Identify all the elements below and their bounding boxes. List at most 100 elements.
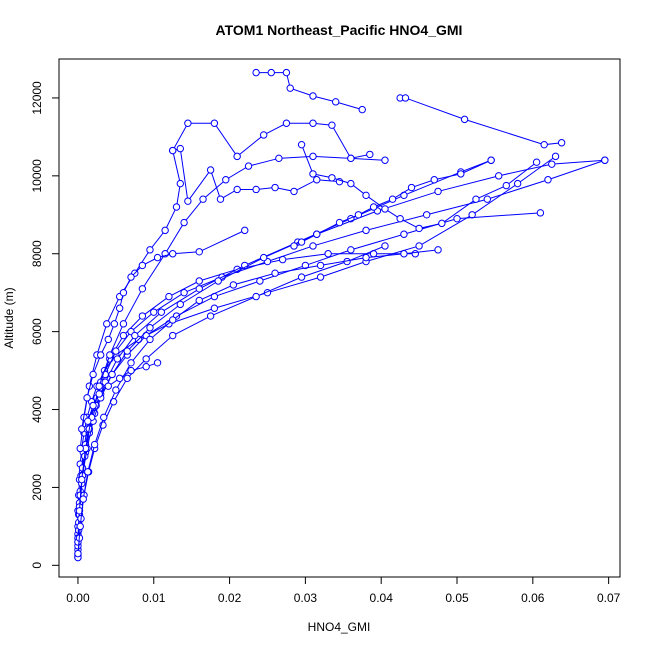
- data-point: [169, 331, 177, 340]
- data-point: [453, 214, 461, 223]
- data-point: [271, 183, 279, 192]
- data-point: [267, 68, 275, 77]
- data-point: [381, 242, 389, 250]
- series-3: [74, 250, 420, 560]
- data-point: [84, 417, 92, 425]
- data-point: [316, 261, 325, 270]
- data-point: [309, 92, 317, 100]
- data-point: [95, 382, 103, 390]
- data-point: [95, 390, 103, 398]
- series-line: [77, 159, 492, 546]
- data-point: [354, 211, 363, 219]
- data-point: [400, 250, 408, 258]
- data-point: [309, 119, 317, 127]
- data-point: [153, 359, 162, 367]
- x-axis: 0.00 0.01 0.02 0.03 0.04 0.05 0.06 0.07: [66, 576, 621, 605]
- x-tick-label: 0.05: [445, 591, 469, 605]
- data-point: [297, 273, 306, 281]
- series-12: [297, 140, 541, 233]
- data-point: [112, 386, 120, 394]
- data-point: [90, 440, 99, 449]
- data-point: [297, 238, 306, 246]
- data-point: [347, 179, 355, 188]
- data-point: [362, 226, 370, 235]
- data-point: [396, 214, 404, 223]
- data-point: [309, 170, 317, 178]
- data-point: [142, 362, 150, 371]
- data-point: [286, 84, 294, 92]
- data-point: [103, 320, 111, 328]
- data-point: [78, 425, 86, 433]
- data-point: [347, 154, 355, 163]
- data-point: [252, 292, 260, 301]
- data-point: [472, 195, 480, 203]
- data-point: [195, 285, 203, 293]
- data-point: [115, 374, 124, 383]
- chart-title: ATOM1 Northeast_Pacific HNO4_GMI: [216, 22, 463, 38]
- data-point: [536, 209, 545, 217]
- series-line: [400, 97, 562, 146]
- y-tick-label: 2000: [30, 474, 44, 501]
- data-point: [108, 370, 116, 379]
- data-point: [430, 176, 438, 184]
- series-11: [169, 144, 344, 205]
- data-point: [332, 98, 340, 106]
- x-tick-label: 0.00: [66, 591, 90, 605]
- data-point: [153, 253, 162, 262]
- data-point: [513, 179, 522, 188]
- series-6: [74, 156, 609, 542]
- data-point: [184, 119, 192, 127]
- series-line: [79, 122, 370, 449]
- y-tick-label: 8000: [30, 240, 44, 267]
- data-point: [157, 308, 166, 316]
- y-axis: 0 2000 4000 6000 8000 10000 12000: [30, 81, 60, 569]
- y-axis-label: Altitude (m): [2, 287, 16, 348]
- data-point: [388, 195, 397, 203]
- data-point: [241, 226, 249, 235]
- data-point: [176, 300, 185, 309]
- data-point: [309, 242, 317, 250]
- data-point: [381, 156, 389, 164]
- data-point: [113, 355, 122, 363]
- data-point: [229, 281, 238, 289]
- data-point: [146, 246, 154, 254]
- data-point: [210, 119, 219, 127]
- data-point: [252, 68, 260, 77]
- data-point: [313, 230, 321, 238]
- data-point: [176, 144, 185, 153]
- data-point: [233, 185, 241, 194]
- data-point: [74, 549, 82, 558]
- data-point: [282, 68, 291, 77]
- data-point: [180, 288, 188, 297]
- data-point: [551, 152, 560, 161]
- data-point: [75, 507, 84, 515]
- data-point: [180, 218, 188, 227]
- data-point: [366, 150, 374, 159]
- data-point: [358, 105, 366, 114]
- data-point: [407, 183, 416, 192]
- series-10: [396, 94, 566, 149]
- data-point: [544, 176, 552, 184]
- series-line: [81, 229, 245, 430]
- data-point: [131, 331, 139, 340]
- series-4: [74, 156, 609, 554]
- data-point: [119, 331, 128, 340]
- data-point: [210, 304, 219, 312]
- data-point: [142, 355, 150, 363]
- data-point: [206, 312, 215, 320]
- data-point: [297, 140, 306, 149]
- data-point: [123, 374, 131, 383]
- data-point: [106, 351, 114, 359]
- data-point: [195, 277, 203, 285]
- data-point: [76, 522, 84, 531]
- x-tick-label: 0.07: [597, 591, 621, 605]
- data-point: [532, 158, 541, 166]
- data-point: [324, 250, 332, 258]
- y-tick-label: 0: [30, 562, 44, 569]
- data-point: [169, 250, 177, 258]
- data-point: [195, 296, 203, 305]
- data-point: [214, 277, 222, 285]
- data-point: [282, 119, 291, 127]
- data-point: [110, 320, 119, 328]
